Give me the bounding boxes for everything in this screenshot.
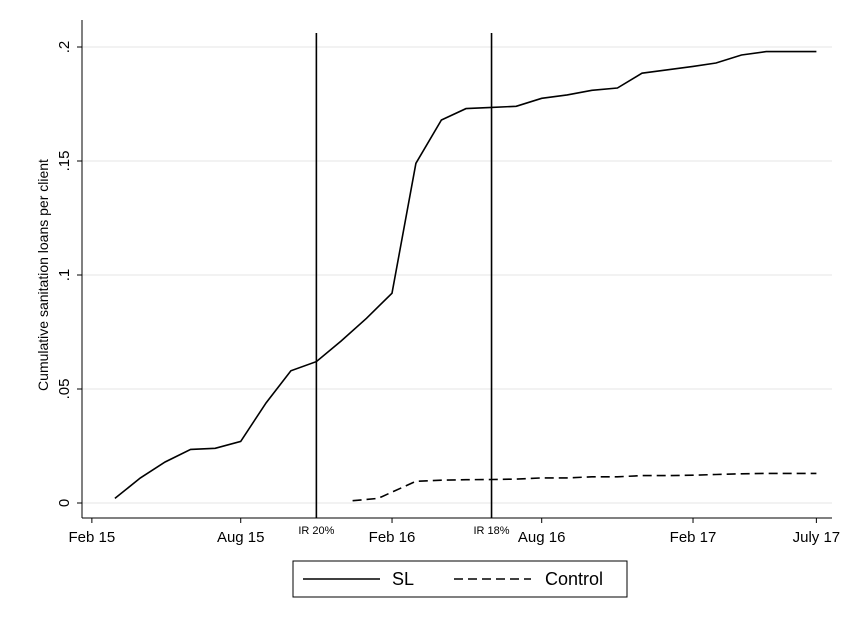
y-tick-label: .15: [56, 151, 73, 172]
y-tick-label: 0: [56, 499, 73, 507]
x-tick-label: Aug 16: [518, 529, 566, 546]
legend: SL Control: [292, 560, 628, 598]
reference-line-label: IR 18%: [474, 525, 510, 537]
legend-label-control: Control: [545, 569, 603, 589]
y-tick-label: .1: [56, 269, 73, 282]
reference-lines: IR 20% IR 18%: [298, 33, 510, 537]
x-tick-label: Aug 15: [217, 529, 265, 546]
x-tick-label: Feb 15: [69, 529, 116, 546]
series-line-sl: [114, 50, 817, 500]
x-tick-label: Feb 17: [670, 529, 717, 546]
y-tick-label: .2: [56, 41, 73, 54]
y-tick-label: .05: [56, 379, 73, 400]
gridlines: [82, 46, 832, 504]
y-axis-label: Cumulative sanitation loans per client: [35, 159, 51, 391]
series-lines: [114, 50, 817, 502]
legend-label-sl: SL: [392, 569, 414, 589]
reference-line-label: IR 20%: [298, 525, 334, 537]
series-line-control: [352, 472, 817, 502]
x-tick-label: Feb 16: [369, 529, 416, 546]
axes: 0 .05 .1 .15 .2 Feb 15 Aug 15 Feb 16 Aug 16 Feb 1…: [56, 20, 840, 546]
x-tick-label: July 17: [793, 529, 841, 546]
